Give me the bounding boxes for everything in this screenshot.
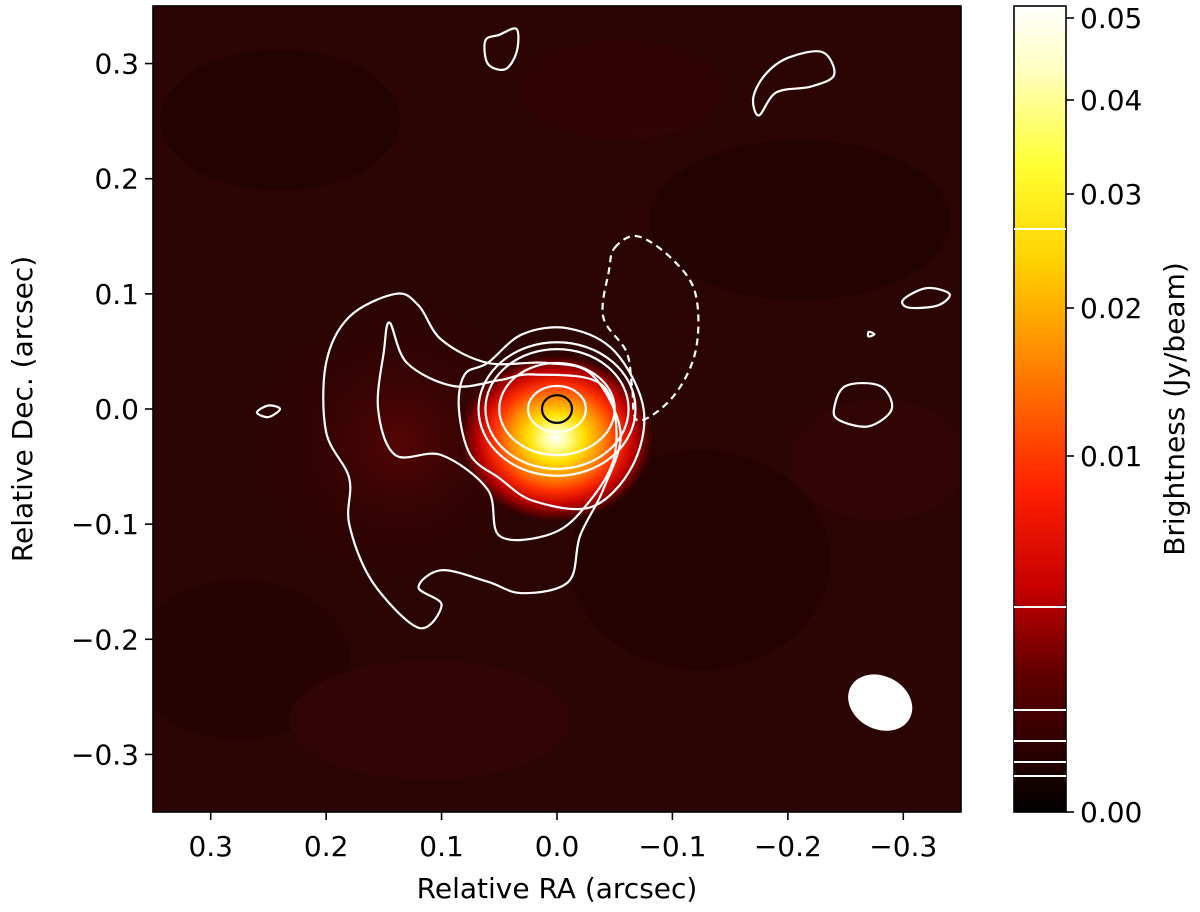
background-mottle [153, 40, 961, 780]
y-tick-label: 0.1 [94, 278, 139, 311]
y-tick-label: −0.3 [71, 738, 139, 771]
contour-line [376, 321, 618, 542]
contour-line [540, 394, 574, 424]
contour-line [483, 27, 520, 71]
contour-set [255, 27, 951, 630]
contour-line [322, 292, 622, 630]
x-tick-label: 0.3 [188, 830, 233, 863]
y-axis: 0.3 0.2 0.1 0.0 −0.1 −0.2 −0.3 [71, 48, 153, 771]
colorbar-tick-label: 0.01 [1080, 440, 1142, 473]
contour-line [901, 286, 951, 310]
negative-contour-line [601, 234, 700, 422]
contour-line [527, 384, 587, 434]
x-tick-label: 0.0 [535, 830, 580, 863]
colorbar-contour-marks [1014, 228, 1066, 777]
heatmap-panel: 0.3 0.2 0.1 0.0 −0.1 −0.2 −0.3 0.3 0.2 0.1 0.0 −0.… [6, 5, 962, 905]
contour-line [866, 330, 876, 338]
colorbar-label: Brightness (Jy/beam) [1158, 262, 1191, 556]
x-axis-label: Relative RA (arcsec) [417, 872, 698, 905]
x-tick-label: −0.1 [638, 830, 706, 863]
colorbar-tick-label: 0.03 [1080, 178, 1142, 211]
beam-ellipse [848, 674, 913, 731]
contour-line [457, 326, 646, 511]
colorbar: 0.00 0.01 0.02 0.03 0.04 0.05 Brightness (Jy/… [1013, 2, 1191, 829]
y-tick-label: 0.2 [94, 163, 139, 196]
colorbar-tick-label: 0.05 [1080, 2, 1142, 35]
colorbar-tick-label: 0.00 [1080, 796, 1142, 829]
colorbar-gradient [1013, 5, 1067, 813]
y-tick-label: 0.3 [94, 48, 139, 81]
contour-line [255, 404, 282, 419]
contour-line [498, 361, 616, 457]
y-tick-label: 0.0 [94, 393, 139, 426]
colorbar-ticks: 0.00 0.01 0.02 0.03 0.04 0.05 [1066, 2, 1142, 829]
y-axis-label: Relative Dec. (arcsec) [6, 256, 39, 562]
contour-line [832, 381, 894, 428]
x-tick-label: 0.2 [304, 830, 349, 863]
contour-line [477, 341, 637, 477]
contour-line [751, 50, 836, 117]
y-tick-label: −0.2 [71, 623, 139, 656]
x-axis: 0.3 0.2 0.1 0.0 −0.1 −0.2 −0.3 [188, 812, 937, 863]
x-tick-label: 0.1 [419, 830, 464, 863]
colorbar-tick-label: 0.04 [1080, 84, 1142, 117]
y-tick-label: −0.1 [71, 508, 139, 541]
x-tick-label: −0.2 [754, 830, 822, 863]
contour-line [484, 348, 630, 470]
colorbar-tick-label: 0.02 [1080, 292, 1142, 325]
x-tick-label: −0.3 [869, 830, 937, 863]
